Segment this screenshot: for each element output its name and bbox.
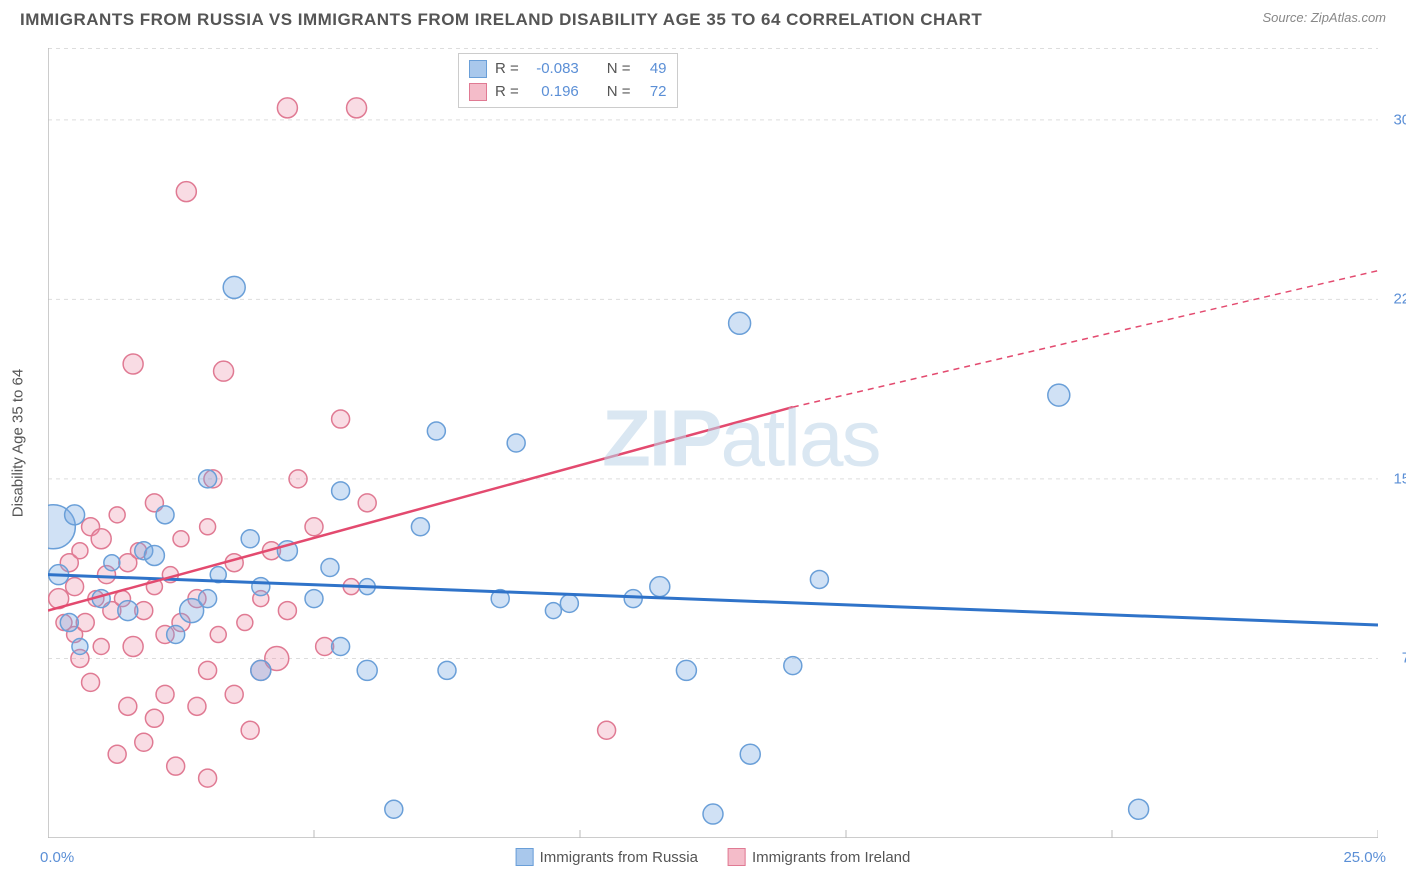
stats-legend-box: R = -0.083 N = 49 R = 0.196 N = 72	[458, 53, 678, 108]
legend-label-russia: Immigrants from Russia	[540, 849, 698, 866]
y-axis-label: Disability Age 35 to 64	[10, 369, 27, 517]
scatter-plot	[48, 48, 1378, 838]
swatch-russia	[516, 848, 534, 866]
legend-item-russia: Immigrants from Russia	[516, 848, 698, 866]
y-tick-label: 22.5%	[1393, 291, 1406, 308]
x-tick-max: 25.0%	[1343, 849, 1386, 866]
r-label: R =	[495, 58, 519, 81]
legend-item-ireland: Immigrants from Ireland	[728, 848, 910, 866]
n-value-ireland: 72	[639, 81, 667, 104]
chart-title: IMMIGRANTS FROM RUSSIA VS IMMIGRANTS FRO…	[20, 10, 982, 30]
legend-label-ireland: Immigrants from Ireland	[752, 849, 910, 866]
x-tick-min: 0.0%	[40, 849, 74, 866]
source-label: Source: ZipAtlas.com	[1262, 10, 1386, 25]
n-value-russia: 49	[639, 58, 667, 81]
r-value-ireland: 0.196	[527, 81, 579, 104]
n-label: N =	[607, 81, 631, 104]
stats-row-ireland: R = 0.196 N = 72	[469, 81, 667, 104]
swatch-russia	[469, 60, 487, 78]
swatch-ireland	[728, 848, 746, 866]
bottom-legend: Immigrants from Russia Immigrants from I…	[516, 848, 911, 866]
r-value-russia: -0.083	[527, 58, 579, 81]
swatch-ireland	[469, 83, 487, 101]
y-tick-label: 30.0%	[1393, 111, 1406, 128]
chart-container: Disability Age 35 to 64 ZIPatlas R = -0.…	[48, 48, 1378, 838]
stats-row-russia: R = -0.083 N = 49	[469, 58, 667, 81]
y-tick-label: 7.5%	[1402, 650, 1406, 667]
y-tick-label: 15.0%	[1393, 470, 1406, 487]
n-label: N =	[607, 58, 631, 81]
r-label: R =	[495, 81, 519, 104]
